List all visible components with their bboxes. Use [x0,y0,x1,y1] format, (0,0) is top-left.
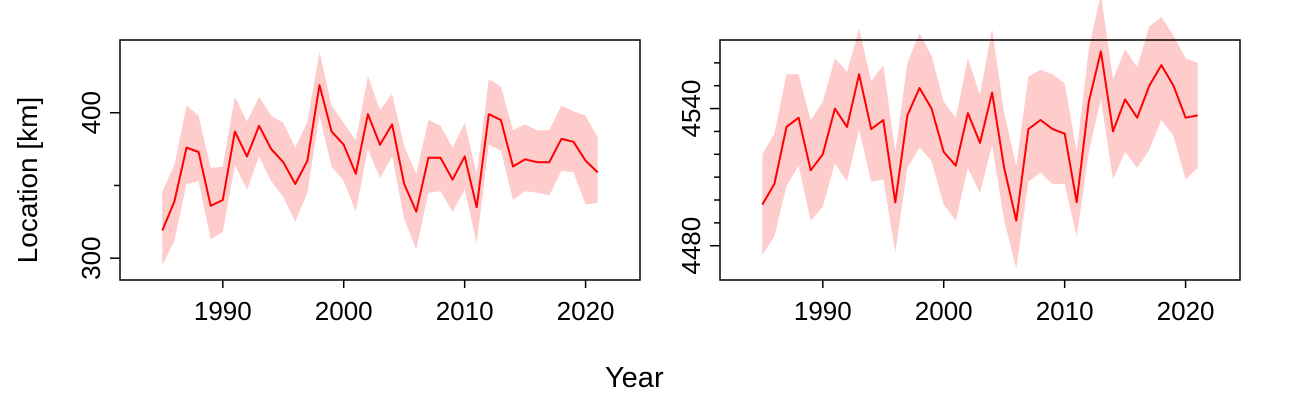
x-tick-label: 2000 [915,296,973,326]
x-tick-label: 1990 [194,296,252,326]
chart-panel-2: 1990 2000 2010 2020 4480 4540 [676,0,1241,326]
y-tick-label: 400 [76,91,106,134]
y-tick-label: 4480 [676,217,706,275]
plot-frame [119,39,641,281]
x-tick-label: 2020 [557,296,615,326]
x-tick-label: 2010 [1036,296,1094,326]
x-tick-label: 2010 [436,296,494,326]
confidence-band [762,0,1198,269]
chart-panel-1: 1990 2000 2010 2020 300 400 [76,39,641,326]
x-axis-title: Year [605,362,664,394]
plot-frame [719,39,1241,281]
x-tick-label: 1990 [794,296,852,326]
y-tick-label: 4540 [676,80,706,138]
x-tick-label: 2000 [315,296,373,326]
confidence-band [162,51,598,266]
series-line [761,50,1198,222]
series-line [161,84,599,231]
x-tick-label: 2020 [1157,296,1215,326]
y-axis-title: Location [km] [12,96,43,264]
y-tick-label: 300 [76,236,106,279]
